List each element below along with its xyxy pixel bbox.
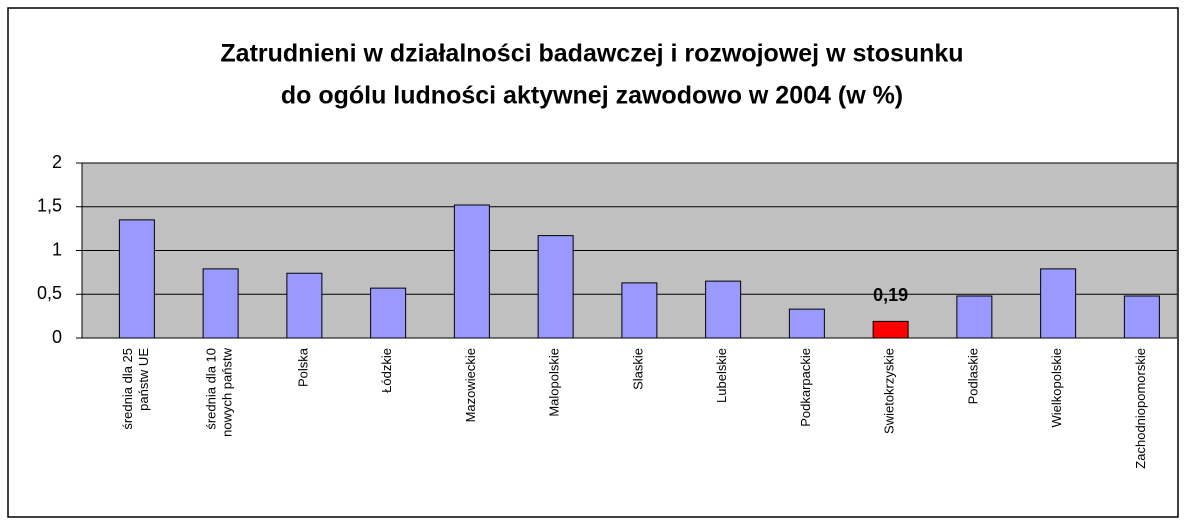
bar bbox=[621, 282, 658, 339]
x-tick-label-line: Podlaskie bbox=[966, 348, 981, 404]
x-tick-label: Zachodniopomorskie bbox=[1133, 348, 1148, 469]
x-tick-label: Swietokrzyskie bbox=[882, 348, 897, 434]
bar bbox=[202, 268, 239, 339]
y-tick-label: 0,5 bbox=[37, 283, 62, 303]
chart-title: do ogólu ludności aktywnej zawodowo w 20… bbox=[281, 82, 903, 110]
x-tick-label: Łódzkie bbox=[380, 348, 395, 393]
x-tick-label-line: Wielkopolskie bbox=[1050, 348, 1065, 427]
x-tick-label-line: Lubelskie bbox=[715, 348, 730, 403]
x-tick-label: średnia dla 25państw UE bbox=[120, 348, 151, 430]
chart-title: Zatrudnieni w działalności badawczej i r… bbox=[220, 40, 963, 68]
bar bbox=[370, 287, 407, 339]
x-tick-label: Lubelskie bbox=[715, 348, 730, 403]
x-tick-label-line: Podkarpackie bbox=[798, 348, 813, 427]
y-tick-label: 0 bbox=[52, 327, 62, 347]
bar bbox=[956, 295, 993, 339]
bar bbox=[453, 204, 490, 339]
x-tick-label-line: Zachodniopomorskie bbox=[1133, 348, 1148, 469]
bar bbox=[705, 280, 742, 339]
y-tick-label: 1 bbox=[52, 239, 62, 259]
x-tick-label: Mazowieckie bbox=[463, 348, 478, 422]
x-tick-label-line: państw UE bbox=[136, 348, 151, 411]
x-tick-label-line: Łódzkie bbox=[380, 348, 395, 393]
x-tick-label: Podkarpackie bbox=[798, 348, 813, 427]
x-tick-label-line: nowych państw bbox=[220, 347, 235, 436]
x-tick-label-line: Swietokrzyskie bbox=[882, 348, 897, 434]
x-tick-label: średnia dla 10nowych państw bbox=[204, 347, 235, 436]
x-tick-label-line: średnia dla 10 bbox=[204, 348, 219, 430]
bar bbox=[286, 272, 323, 339]
x-tick-label: Polska bbox=[296, 347, 311, 387]
value-label: 0,19 bbox=[873, 285, 908, 305]
bar bbox=[1040, 268, 1077, 339]
bar bbox=[537, 235, 574, 339]
x-tick-label: Slaskie bbox=[631, 348, 646, 390]
x-tick-label-line: Slaskie bbox=[631, 348, 646, 390]
y-tick-label: 1,5 bbox=[37, 196, 62, 216]
x-tick-label-line: Polska bbox=[296, 347, 311, 387]
x-tick-label-line: Mazowieckie bbox=[463, 348, 478, 422]
bar bbox=[872, 320, 909, 339]
x-tick-label: Podlaskie bbox=[966, 348, 981, 404]
y-tick-label: 2 bbox=[52, 152, 62, 172]
x-tick-label: Malopolskie bbox=[547, 348, 562, 417]
bar bbox=[1123, 295, 1160, 339]
bar bbox=[118, 219, 155, 339]
x-tick-label-line: Malopolskie bbox=[547, 348, 562, 417]
x-tick-label: Wielkopolskie bbox=[1050, 348, 1065, 427]
x-tick-label-line: średnia dla 25 bbox=[120, 348, 135, 430]
bar bbox=[788, 308, 825, 339]
